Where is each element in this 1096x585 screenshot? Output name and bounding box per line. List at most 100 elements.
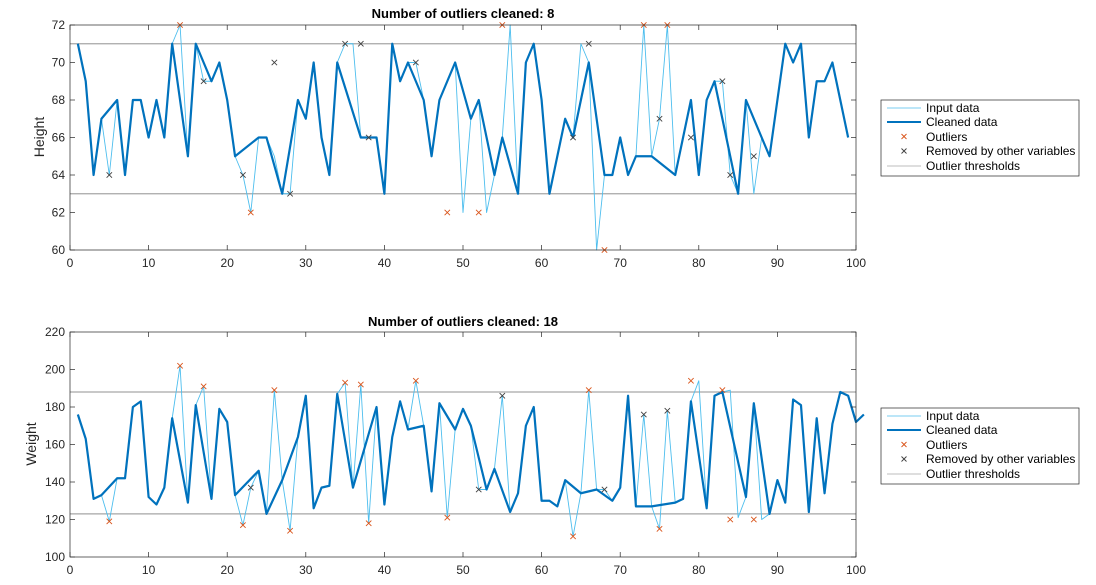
height-plot-area: 0 10 20 30 40 50 60 70 80 90 100 60 62 64 66 68 70 72 bbox=[52, 18, 867, 270]
y-tick-label: 120 bbox=[45, 513, 65, 527]
removed-marker bbox=[412, 59, 419, 66]
x-tick-label: 0 bbox=[67, 563, 74, 577]
x-tick-label: 30 bbox=[299, 256, 313, 270]
removed-marker bbox=[499, 392, 506, 399]
removed-marker bbox=[585, 40, 592, 47]
y-tick-label: 160 bbox=[45, 438, 65, 452]
removed-marker bbox=[687, 134, 694, 141]
removed-marker bbox=[570, 134, 577, 141]
removed-marker bbox=[656, 115, 663, 122]
outlier-marker bbox=[444, 514, 451, 521]
input-data-line bbox=[77, 24, 849, 251]
removed-marker bbox=[239, 171, 246, 179]
y-tick-label: 68 bbox=[52, 93, 66, 107]
removed-marker bbox=[640, 411, 647, 418]
plot-background bbox=[70, 332, 856, 557]
y-tick-label: 200 bbox=[45, 363, 65, 377]
legend-removed-marker bbox=[901, 148, 907, 154]
outlier-marker bbox=[271, 387, 278, 394]
y-tick-label: 220 bbox=[45, 325, 65, 339]
y-tick-label: 140 bbox=[45, 475, 65, 489]
outlier-marker bbox=[106, 518, 113, 525]
outlier-marker bbox=[365, 520, 372, 527]
x-tick-label: 90 bbox=[771, 563, 785, 577]
y-tick-label: 66 bbox=[52, 131, 66, 145]
y-tick-label: 100 bbox=[45, 550, 65, 564]
x-tick-label: 10 bbox=[142, 256, 156, 270]
y-tick-label: 60 bbox=[52, 243, 66, 257]
removed-marker bbox=[287, 190, 294, 197]
plot-background bbox=[70, 25, 856, 250]
x-tick-label: 70 bbox=[614, 563, 628, 577]
legend-removed-label: Removed by other variables bbox=[926, 452, 1075, 466]
x-tick-label: 40 bbox=[378, 563, 392, 577]
legend-threshold-label: Outlier thresholds bbox=[926, 467, 1020, 481]
x-tick-label: 40 bbox=[378, 256, 392, 270]
x-tick-label: 50 bbox=[456, 256, 470, 270]
x-tick-label: 100 bbox=[846, 256, 866, 270]
outlier-marker bbox=[177, 362, 184, 369]
legend-removed-marker bbox=[901, 456, 907, 462]
outlier-marker bbox=[750, 516, 757, 523]
legend-box bbox=[880, 99, 1080, 177]
outlier-marker bbox=[412, 377, 419, 384]
removed-marker bbox=[357, 40, 364, 47]
outlier-marker bbox=[200, 383, 207, 390]
weight-legend: Input data Cleaned data Outliers Removed… bbox=[880, 407, 1080, 485]
outlier-marker bbox=[444, 209, 451, 216]
y-tick-label: 70 bbox=[52, 56, 66, 70]
outlier-marker bbox=[342, 379, 349, 386]
outlier-marker bbox=[357, 381, 364, 388]
x-tick-label: 60 bbox=[535, 256, 549, 270]
legend-cleaned-label: Cleaned data bbox=[926, 423, 998, 437]
legend-cleaned-label: Cleaned data bbox=[926, 115, 998, 129]
outlier-marker bbox=[475, 209, 482, 216]
height-y-axis-label: Height bbox=[31, 117, 47, 158]
y-tick-label: 62 bbox=[52, 206, 66, 220]
x-tick-label: 80 bbox=[692, 563, 706, 577]
removed-marker bbox=[342, 40, 349, 47]
legend-outlier-label: Outliers bbox=[926, 438, 967, 452]
weight-y-axis-label: Weight bbox=[23, 422, 39, 465]
removed-marker bbox=[475, 486, 482, 493]
legend-outlier-marker bbox=[901, 133, 907, 140]
height-subplot: Number of outliers cleaned: 8 Height 0 10… bbox=[31, 6, 1080, 270]
outlier-marker bbox=[656, 525, 663, 532]
removed-marker bbox=[271, 59, 278, 66]
removed-marker bbox=[365, 134, 372, 141]
removed-marker bbox=[664, 407, 671, 414]
outlier-marker bbox=[727, 516, 734, 523]
cleaned-data-line bbox=[76, 42, 850, 195]
legend-removed-label: Removed by other variables bbox=[926, 144, 1075, 158]
legend-box bbox=[880, 407, 1080, 485]
x-tick-label: 90 bbox=[771, 256, 785, 270]
x-tick-label: 10 bbox=[142, 563, 156, 577]
legend-outlier-marker bbox=[901, 441, 907, 448]
x-tick-label: 60 bbox=[535, 563, 549, 577]
height-legend: Input data Cleaned data Outliers Removed… bbox=[880, 99, 1080, 177]
weight-plot-area: 0 10 20 30 40 50 60 70 80 90 100 100 120 140 160 180 200… bbox=[45, 325, 866, 577]
x-tick-label: 20 bbox=[221, 563, 235, 577]
weight-plot-title: Number of outliers cleaned: 18 bbox=[368, 314, 558, 329]
height-plot-title: Number of outliers cleaned: 8 bbox=[372, 6, 555, 21]
x-tick-label: 100 bbox=[846, 563, 866, 577]
y-tick-label: 64 bbox=[52, 168, 66, 182]
y-tick-label: 180 bbox=[45, 400, 65, 414]
x-tick-label: 20 bbox=[221, 256, 235, 270]
x-tick-label: 30 bbox=[299, 563, 313, 577]
outlier-marker bbox=[687, 377, 694, 384]
legend-input-label: Input data bbox=[926, 409, 980, 423]
outlier-marker bbox=[239, 522, 246, 529]
removed-marker bbox=[719, 78, 726, 85]
removed-marker bbox=[727, 171, 734, 179]
removed-marker bbox=[106, 171, 113, 179]
y-tick-label: 72 bbox=[52, 18, 66, 32]
removed-marker bbox=[247, 484, 254, 491]
x-tick-label: 50 bbox=[456, 563, 470, 577]
legend-outlier-label: Outliers bbox=[926, 130, 967, 144]
outlier-marker bbox=[247, 209, 254, 216]
x-tick-label: 0 bbox=[67, 256, 74, 270]
outlier-marker bbox=[570, 533, 577, 540]
